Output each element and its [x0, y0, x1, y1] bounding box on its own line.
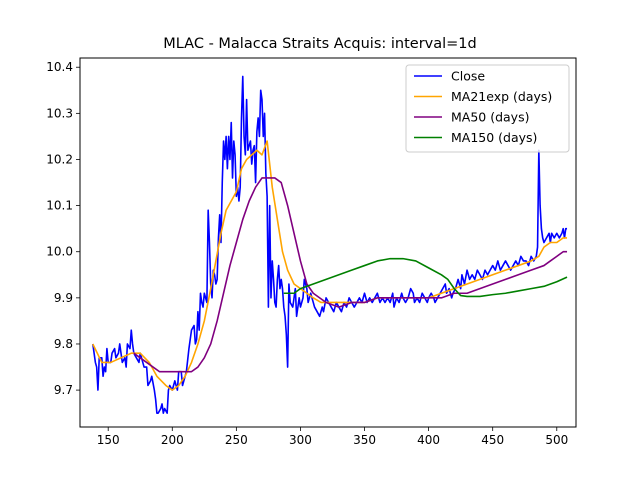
y-tick-label: 9.9 — [54, 291, 73, 305]
y-tick-label: 10.1 — [46, 199, 73, 213]
x-tick-label: 400 — [417, 433, 440, 447]
y-tick-label: 9.8 — [54, 337, 73, 351]
series-line-2 — [133, 177, 568, 373]
y-tick-label: 10.2 — [46, 152, 73, 166]
y-tick-label: 10.3 — [46, 106, 73, 120]
x-tick-label: 250 — [225, 433, 248, 447]
axis-ticks: 150 200 250 300 350 400 450 500 9.7 9.8 9.9 10.0 10.… — [46, 60, 568, 447]
x-tick-label: 450 — [481, 433, 504, 447]
legend-label-0: Close — [451, 69, 485, 84]
x-tick-label: 150 — [97, 433, 120, 447]
series-line-3 — [283, 257, 568, 298]
chart-title: MLAC - Malacca Straits Acquis: interval=… — [163, 36, 477, 52]
x-tick-label: 350 — [353, 433, 376, 447]
x-tick-label: 500 — [545, 433, 568, 447]
y-tick-label: 10.0 — [46, 245, 73, 259]
legend-box — [405, 64, 570, 153]
legend-label-2: MA50 (days) — [451, 110, 529, 125]
x-tick-label: 200 — [161, 433, 184, 447]
y-tick-label: 10.4 — [46, 60, 73, 74]
legend-label-1: MA21exp (days) — [451, 89, 552, 104]
y-tick-label: 9.7 — [54, 383, 73, 397]
series-line-0 — [92, 75, 568, 414]
legend: Close MA21exp (days) MA50 (days) MA150 (day… — [405, 64, 570, 153]
plot-area — [92, 75, 568, 414]
legend-label-3: MA150 (days) — [451, 130, 537, 145]
x-tick-label: 300 — [289, 433, 312, 447]
axes-frame — [79, 57, 577, 428]
series-line-1 — [92, 140, 568, 391]
